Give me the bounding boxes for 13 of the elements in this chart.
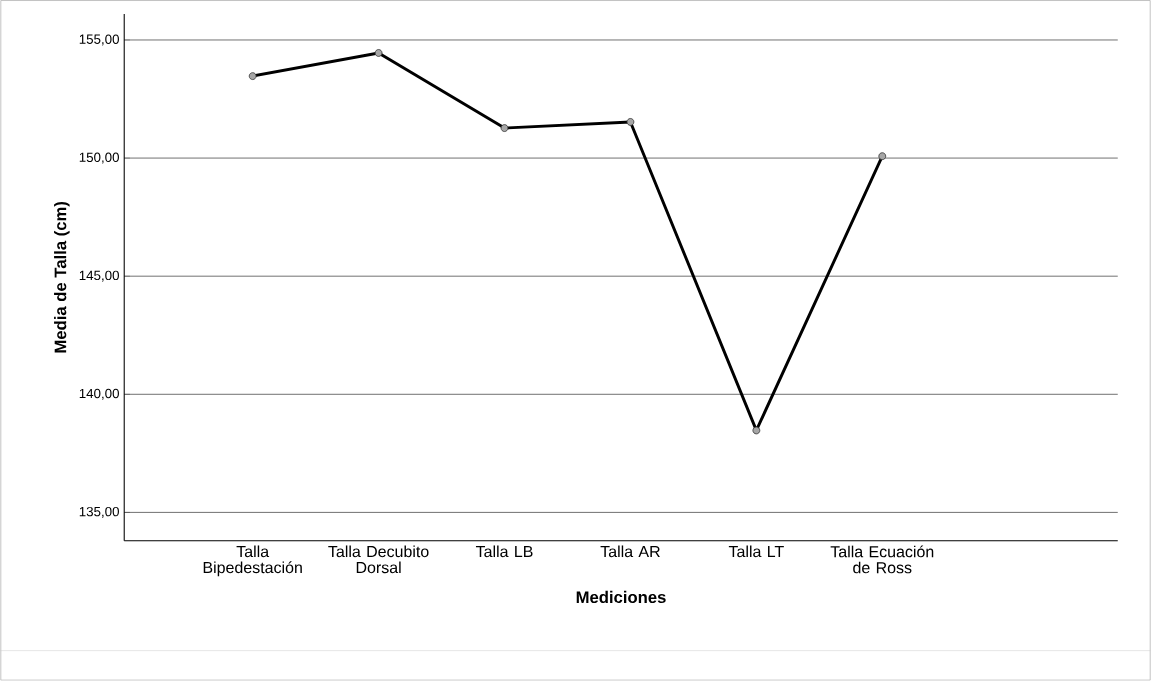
x-axis-title: Mediciones — [576, 590, 666, 604]
x-tick-label: Talla Ecuación de Ross — [830, 545, 934, 574]
y-tick-label: 140,00 — [79, 388, 119, 400]
x-tick-label: Talla Bipedestación — [203, 545, 302, 577]
y-tick-label: 135,00 — [79, 507, 119, 519]
x-tick-label: Talla LB — [475, 545, 533, 558]
y-axis-title: Media de Talla (cm) — [54, 202, 70, 353]
y-tick-label: 150,00 — [79, 152, 119, 164]
y-tick-label: 155,00 — [79, 34, 119, 46]
y-tick-label: 145,00 — [79, 270, 119, 282]
x-tick-label: Talla AR — [600, 545, 660, 558]
x-tick-label: Talla Decubito Dorsal — [328, 545, 429, 574]
x-tick-label: Talla LT — [728, 545, 784, 558]
